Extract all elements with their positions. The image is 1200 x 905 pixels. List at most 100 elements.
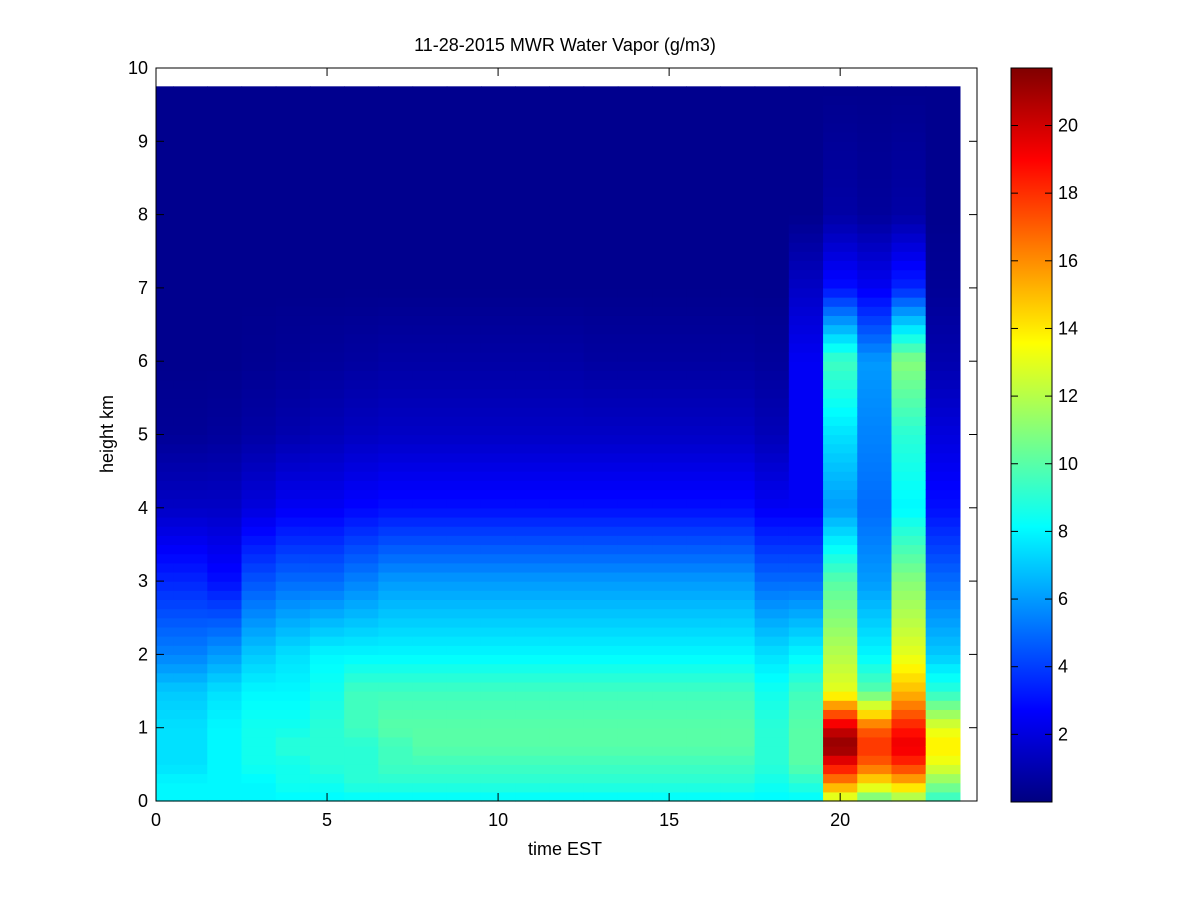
heatmap-cell <box>173 104 208 115</box>
heatmap-cell <box>515 691 550 701</box>
heatmap-cell <box>480 608 516 619</box>
heatmap-cell <box>823 260 858 271</box>
heatmap-cell <box>309 177 345 188</box>
heatmap-cell <box>309 700 345 710</box>
heatmap-cell <box>686 407 722 417</box>
heatmap-cell <box>378 177 414 188</box>
heatmap-cell <box>754 617 790 628</box>
heatmap-cell <box>652 700 687 710</box>
heatmap-cell <box>309 242 345 252</box>
heatmap-cell <box>823 443 858 454</box>
heatmap-cell <box>344 526 379 536</box>
heatmap-cell <box>515 617 550 628</box>
heatmap-cell <box>480 242 516 252</box>
heatmap-cell <box>446 681 482 692</box>
heatmap-cell <box>583 196 619 207</box>
heatmap-cell <box>686 691 722 701</box>
heatmap-cell <box>891 590 927 601</box>
heatmap-cell <box>549 324 585 335</box>
heatmap-cell <box>275 755 311 765</box>
heatmap-cell <box>925 782 961 793</box>
heatmap-cell <box>241 764 277 775</box>
heatmap-cell <box>720 544 756 555</box>
heatmap-cell <box>652 718 687 729</box>
heatmap-cell <box>720 333 756 344</box>
heatmap-cell <box>823 480 858 491</box>
heatmap-cell <box>720 214 756 225</box>
heatmap-cell <box>652 370 687 381</box>
heatmap-cell <box>617 168 653 179</box>
heatmap-cell <box>173 150 208 161</box>
heatmap-cell <box>344 516 379 527</box>
heatmap-cell <box>309 681 345 692</box>
heatmap-cell <box>891 205 927 216</box>
heatmap-cell <box>515 306 550 316</box>
heatmap-cell <box>309 461 345 472</box>
heatmap-cell <box>549 755 585 765</box>
heatmap-cell <box>480 95 516 106</box>
heatmap-cell <box>173 205 208 216</box>
heatmap-cell <box>857 214 893 225</box>
heatmap-cell <box>754 443 790 454</box>
heatmap-cell <box>686 315 722 326</box>
heatmap-cell <box>891 287 927 298</box>
heatmap-cell <box>583 461 619 472</box>
heatmap-cell <box>652 159 687 170</box>
heatmap-cell <box>720 718 756 729</box>
heatmap-cell <box>515 700 550 710</box>
heatmap-cell <box>173 471 208 481</box>
heatmap-cell <box>686 370 722 381</box>
heatmap-cell <box>857 691 893 701</box>
heatmap-cell <box>583 269 619 280</box>
heatmap-cell <box>549 526 585 536</box>
heatmap-cell <box>207 196 243 207</box>
heatmap-cell <box>823 342 858 353</box>
heatmap-cell <box>617 443 653 454</box>
heatmap-cell <box>156 260 174 271</box>
heatmap-cell <box>173 187 208 197</box>
heatmap-cell <box>344 709 379 720</box>
heatmap-cell <box>754 599 790 610</box>
heatmap-cell <box>344 113 379 124</box>
heatmap-cell <box>583 287 619 298</box>
heatmap-cell <box>549 461 585 472</box>
heatmap-cell <box>652 626 687 637</box>
heatmap-cell <box>583 315 619 326</box>
heatmap-cell <box>686 590 722 601</box>
heatmap-cell <box>652 196 687 207</box>
heatmap-cell <box>241 617 277 628</box>
heatmap-cell <box>515 764 550 775</box>
heatmap-cell <box>207 672 243 683</box>
heatmap-cell <box>480 306 516 316</box>
heatmap-cell <box>686 755 722 765</box>
heatmap-cell <box>480 251 516 262</box>
heatmap-cell <box>412 434 448 445</box>
heatmap-cell <box>446 663 482 674</box>
heatmap-cell <box>925 196 961 207</box>
heatmap-cell <box>720 617 756 628</box>
heatmap-cell <box>344 461 379 472</box>
heatmap-cell <box>275 663 311 674</box>
heatmap-cell <box>617 104 653 115</box>
heatmap-cell <box>156 791 174 802</box>
heatmap-cell <box>515 608 550 619</box>
heatmap-cell <box>720 608 756 619</box>
heatmap-cell <box>617 306 653 316</box>
heatmap-cell <box>686 507 722 518</box>
heatmap-cell <box>173 736 208 747</box>
heatmap-cell <box>275 516 311 527</box>
heatmap-cell <box>925 617 961 628</box>
heatmap-cell <box>754 709 790 720</box>
heatmap-cell <box>754 324 790 335</box>
heatmap-cell <box>412 571 448 582</box>
heatmap-cell <box>823 297 858 307</box>
heatmap-cell <box>891 691 927 701</box>
x-axis: 0 5 10 15 20 <box>151 68 850 830</box>
heatmap-cell <box>156 132 174 142</box>
heatmap-cell <box>241 177 277 188</box>
heatmap-cell <box>549 150 585 161</box>
heatmap-cell <box>652 535 687 546</box>
heatmap-cell <box>241 608 277 619</box>
heatmap-cell <box>446 122 482 133</box>
